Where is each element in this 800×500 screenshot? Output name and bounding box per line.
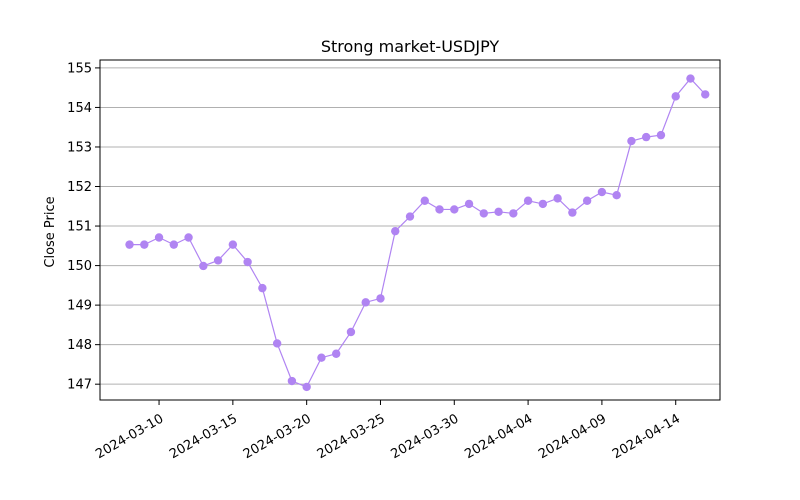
plot-frame	[99, 59, 721, 401]
y-tick-label: 149	[67, 299, 92, 314]
chart-title: Strong market-USDJPY	[321, 37, 500, 56]
data-point	[376, 294, 385, 303]
data-point	[184, 233, 193, 242]
data-point	[494, 207, 503, 217]
y-tick-label: 151	[67, 220, 92, 235]
data-point	[671, 92, 680, 101]
data-point	[568, 208, 577, 217]
data-point	[597, 187, 607, 197]
x-tick-label: 2024-04-04	[462, 411, 535, 462]
series-line	[129, 77, 706, 388]
data-point	[656, 130, 666, 140]
data-point	[420, 196, 429, 205]
data-point	[154, 233, 164, 242]
data-point	[361, 298, 370, 307]
x-axis-ticks: 2024-03-10 2024-03-15 2024-03-20 2024-03-25…	[93, 400, 683, 462]
y-tick-label: 155	[67, 61, 92, 76]
data-point	[140, 240, 149, 249]
data-point	[538, 199, 548, 209]
data-point	[243, 257, 252, 267]
x-tick-label: 2024-04-09	[536, 411, 609, 462]
data-point	[582, 196, 592, 205]
data-point	[450, 205, 459, 214]
data-point	[213, 256, 223, 265]
data-point	[169, 240, 179, 249]
y-tick-label: 148	[67, 338, 92, 353]
data-point	[612, 191, 621, 200]
data-point	[391, 226, 400, 236]
data-point	[317, 353, 326, 362]
data-point	[686, 74, 695, 83]
data-point	[553, 194, 562, 203]
y-tick-label: 147	[67, 378, 92, 393]
x-tick-label: 2024-04-14	[610, 411, 683, 462]
x-tick-label: 2024-03-15	[167, 411, 240, 462]
data-point	[479, 209, 489, 218]
x-tick-label: 2024-03-10	[93, 411, 166, 462]
data-point	[405, 212, 415, 221]
y-axis-ticks: 147 148 149 150 151 152 153 154 155	[67, 61, 100, 393]
y-tick-label: 153	[67, 140, 92, 155]
data-point	[701, 90, 710, 99]
x-tick-label: 2024-03-20	[241, 411, 314, 462]
y-tick-label: 150	[67, 259, 92, 274]
x-tick-label: 2024-03-30	[389, 411, 462, 462]
data-point	[258, 283, 267, 293]
x-tick-label: 2024-03-25	[315, 411, 388, 462]
data-point	[627, 136, 636, 146]
data-point	[435, 205, 444, 214]
y-tick-label: 152	[67, 180, 92, 195]
data-point	[228, 240, 238, 249]
data-point	[125, 240, 134, 249]
data-point	[464, 199, 474, 209]
data-point	[199, 261, 208, 271]
y-tick-label: 154	[67, 101, 92, 116]
data-point	[302, 382, 311, 392]
data-point	[346, 327, 356, 337]
data-point	[641, 132, 651, 142]
data-point	[287, 376, 297, 386]
gridlines	[100, 67, 720, 385]
data-point	[331, 349, 341, 358]
data-point	[272, 339, 282, 348]
series-group	[125, 74, 710, 392]
y-axis-label: Close Price	[43, 196, 58, 267]
data-point	[509, 209, 518, 218]
data-point	[523, 196, 533, 205]
